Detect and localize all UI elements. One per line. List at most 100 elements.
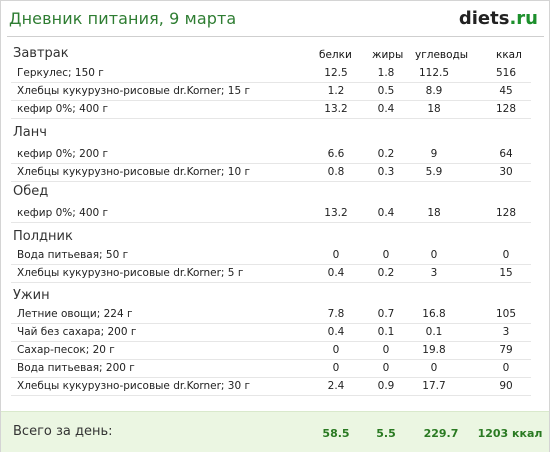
food-kcal: 0	[502, 362, 510, 374]
col-carbs: углеводы	[415, 49, 469, 61]
food-row[interactable]: Хлебцы кукурузно-рисовые dr.Korner; 5 г 0…	[11, 265, 531, 283]
food-fat: 0.2	[377, 267, 395, 279]
food-name: Геркулес; 150 г	[17, 67, 104, 79]
food-row[interactable]: кефир 0%; 400 г 13.2 0.4 18 128	[11, 205, 531, 223]
page-title: Дневник питания, 9 марта	[9, 9, 237, 28]
food-fat: 0.2	[377, 148, 395, 160]
food-protein: 1.2	[327, 85, 345, 97]
food-kcal: 90	[499, 380, 513, 392]
food-name: Хлебцы кукурузно-рисовые dr.Korner; 5 г	[17, 267, 244, 279]
food-name: Летние овощи; 224 г	[17, 308, 133, 320]
site-logo[interactable]: diets.ru	[459, 8, 538, 29]
food-protein: 0.8	[327, 166, 345, 178]
food-protein: 13.2	[324, 103, 348, 115]
food-protein: 0.4	[327, 326, 345, 338]
food-fat: 0	[382, 344, 390, 356]
food-kcal: 45	[499, 85, 513, 97]
food-row[interactable]: Вода питьевая; 200 г 0 0 0 0	[11, 360, 531, 378]
food-name: Хлебцы кукурузно-рисовые dr.Korner; 15 г	[17, 85, 251, 97]
food-fat: 0.7	[377, 308, 395, 320]
food-name: Хлебцы кукурузно-рисовые dr.Korner; 30 г	[17, 380, 251, 392]
food-kcal: 105	[495, 308, 517, 320]
food-fat: 0.1	[377, 326, 395, 338]
food-row[interactable]: Хлебцы кукурузно-рисовые dr.Korner; 15 г…	[11, 83, 531, 101]
food-fat: 0.3	[377, 166, 395, 178]
food-kcal: 3	[502, 326, 510, 338]
food-name: Хлебцы кукурузно-рисовые dr.Korner; 10 г	[17, 166, 251, 178]
food-name: кефир 0%; 400 г	[17, 207, 109, 219]
food-protein: 0	[332, 362, 340, 374]
food-name: Чай без сахара; 200 г	[17, 326, 137, 338]
food-kcal: 15	[499, 267, 513, 279]
total-kcal: 1203 ккал	[477, 427, 543, 440]
day-total: Всего за день: 58.5 5.5 229.7 1203 ккал	[1, 411, 549, 452]
food-row[interactable]: Хлебцы кукурузно-рисовые dr.Korner; 30 г…	[11, 378, 531, 396]
food-kcal: 128	[495, 207, 517, 219]
food-kcal: 30	[499, 166, 513, 178]
meal-title: Ужин	[13, 288, 50, 303]
food-protein: 0	[332, 249, 340, 261]
food-carbs: 16.8	[422, 308, 446, 320]
food-name: Вода питьевая; 200 г	[17, 362, 135, 374]
food-kcal: 128	[495, 103, 517, 115]
food-carbs: 112.5	[418, 67, 450, 79]
food-fat: 0	[382, 362, 390, 374]
food-kcal: 0	[502, 249, 510, 261]
food-kcal: 516	[495, 67, 517, 79]
food-row[interactable]: Вода питьевая; 50 г 0 0 0 0	[11, 247, 531, 265]
food-protein: 12.5	[324, 67, 348, 79]
food-carbs: 0.1	[425, 326, 443, 338]
food-carbs: 17.7	[422, 380, 446, 392]
food-fat: 0.4	[377, 103, 395, 115]
food-row[interactable]: кефир 0%; 400 г 13.2 0.4 18 128	[11, 101, 531, 119]
meal-title: Завтрак	[13, 46, 69, 61]
food-fat: 0	[382, 249, 390, 261]
food-fat: 0.9	[377, 380, 395, 392]
food-name: Вода питьевая; 50 г	[17, 249, 129, 261]
food-row[interactable]: Сахар-песок; 20 г 0 0 19.8 79	[11, 342, 531, 360]
meal-title: Обед	[13, 184, 49, 199]
food-kcal: 79	[499, 344, 513, 356]
food-name: кефир 0%; 200 г	[17, 148, 109, 160]
food-name: Сахар-песок; 20 г	[17, 344, 115, 356]
logo-main: diets	[458, 8, 510, 29]
food-kcal: 64	[499, 148, 513, 160]
food-protein: 13.2	[324, 207, 348, 219]
food-carbs: 18	[427, 103, 441, 115]
food-fat: 0.5	[377, 85, 395, 97]
food-protein: 7.8	[327, 308, 345, 320]
total-carbs: 229.7	[423, 427, 459, 440]
divider	[7, 36, 544, 37]
meal-title: Ланч	[13, 125, 47, 140]
header: Дневник питания, 9 марта diets.ru	[9, 8, 545, 31]
total-fat: 5.5	[376, 427, 396, 440]
food-name: кефир 0%; 400 г	[17, 103, 109, 115]
total-protein: 58.5	[322, 427, 350, 440]
logo-tld: .ru	[509, 8, 538, 29]
food-carbs: 0	[430, 362, 438, 374]
food-carbs: 0	[430, 249, 438, 261]
food-carbs: 19.8	[422, 344, 446, 356]
food-protein: 0	[332, 344, 340, 356]
food-row[interactable]: Хлебцы кукурузно-рисовые dr.Korner; 10 г…	[11, 164, 531, 182]
food-row[interactable]: кефир 0%; 200 г 6.6 0.2 9 64	[11, 146, 531, 164]
col-fat: жиры	[372, 49, 404, 61]
food-row[interactable]: Летние овощи; 224 г 7.8 0.7 16.8 105	[11, 306, 531, 324]
food-protein: 2.4	[327, 380, 345, 392]
food-row[interactable]: Геркулес; 150 г 12.5 1.8 112.5 516	[11, 65, 531, 83]
col-kcal: ккал	[496, 49, 522, 61]
food-carbs: 8.9	[425, 85, 443, 97]
meal-title: Полдник	[13, 229, 73, 244]
food-carbs: 5.9	[425, 166, 443, 178]
food-fat: 0.4	[377, 207, 395, 219]
food-row[interactable]: Чай без сахара; 200 г 0.4 0.1 0.1 3	[11, 324, 531, 342]
food-protein: 6.6	[327, 148, 345, 160]
total-label: Всего за день:	[13, 424, 113, 439]
food-protein: 0.4	[327, 267, 345, 279]
food-carbs: 18	[427, 207, 441, 219]
food-carbs: 9	[430, 148, 438, 160]
food-carbs: 3	[430, 267, 438, 279]
col-protein: белки	[319, 49, 352, 61]
food-fat: 1.8	[377, 67, 395, 79]
